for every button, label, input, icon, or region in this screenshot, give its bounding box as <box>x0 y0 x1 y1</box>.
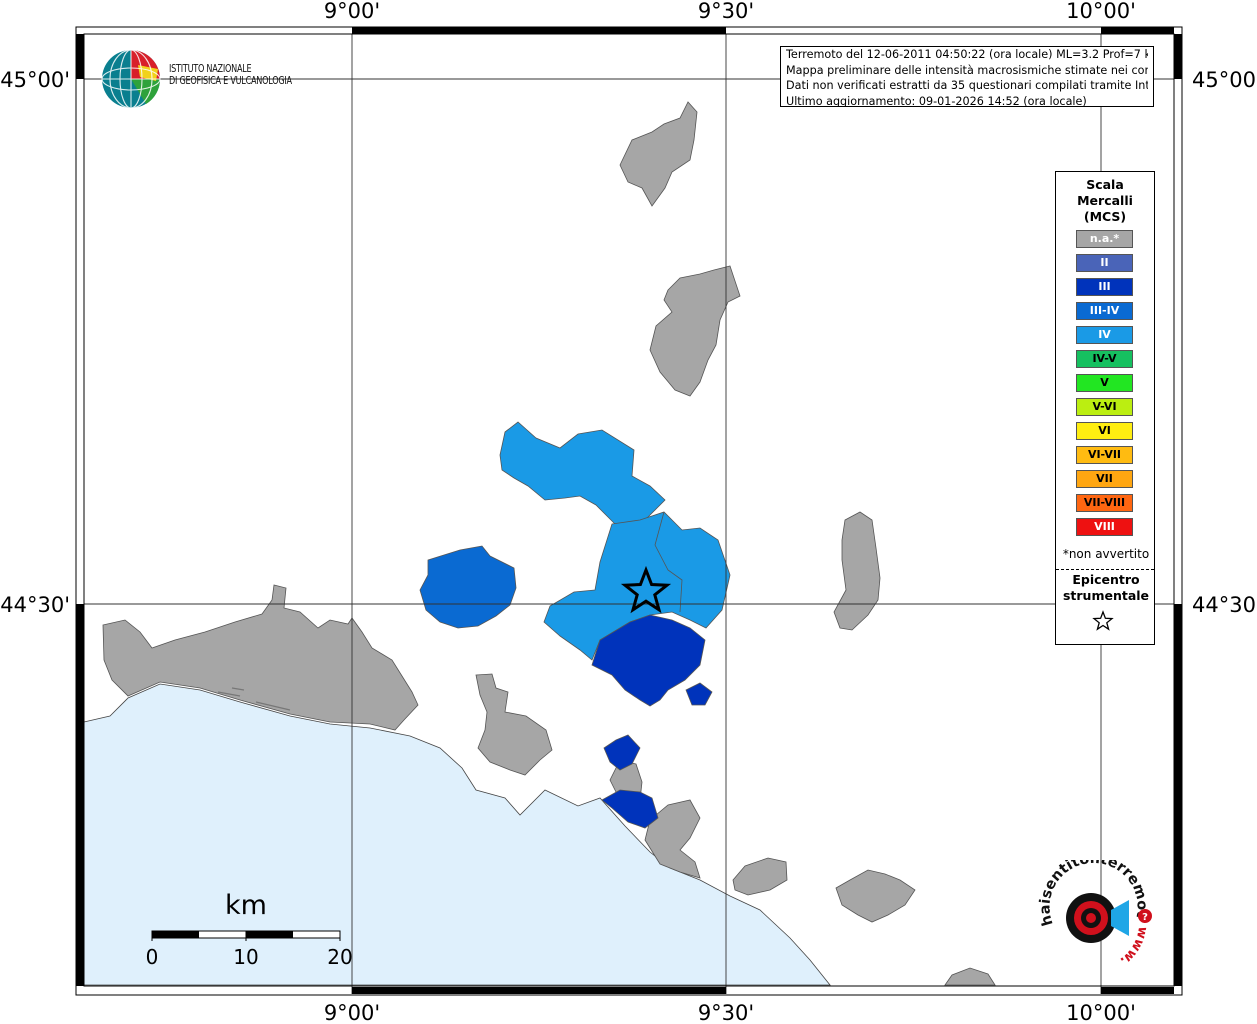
comune-iii-small <box>685 682 713 706</box>
legend-epicenter-line: Epicentro <box>1072 572 1140 587</box>
comune-na-3 <box>644 799 701 879</box>
scale-unit: km <box>225 890 267 921</box>
lon-label-bottom-1: 9°00' <box>324 1001 380 1024</box>
logo-line-1: ISTITUTO NAZIONALE <box>169 63 252 75</box>
legend-epicenter-label: Epicentro strumentale <box>1056 572 1156 604</box>
legend-item: n.a.* <box>1076 230 1133 248</box>
lon-label-bottom-2: 9°30' <box>698 1001 754 1024</box>
scale-bar-graphic: km 0 10 20 <box>146 890 353 969</box>
comune-iv-north <box>499 421 666 525</box>
sea <box>83 683 831 986</box>
comune-na-north-2 <box>649 265 741 397</box>
comune-iii-coast-2 <box>601 789 659 829</box>
legend-item: VI-VII <box>1076 446 1133 464</box>
lon-label-top-3: 10°00' <box>1066 0 1136 23</box>
svg-text:?: ? <box>1142 912 1148 923</box>
legend-note: *non avvertito <box>1062 547 1150 561</box>
logo-line-2: DI GEOFISICA E VULCANOLOGIA <box>169 75 292 87</box>
comune-na-north-1 <box>619 101 698 207</box>
comune-iii-main <box>591 614 706 707</box>
comune-na-4 <box>732 857 788 896</box>
legend-title-line: Scala <box>1086 177 1124 192</box>
haisentito-graphic: haisentitoilterremoto.it www. ? <box>1030 848 1152 968</box>
comune-na-coast <box>102 584 419 731</box>
legend-item: III <box>1076 278 1133 296</box>
scale-label-10: 10 <box>233 945 258 969</box>
info-line-updated: Ultimo aggiornamento: 09-01-2026 14:52 (… <box>786 94 1087 107</box>
lon-label-bottom-3: 10°00' <box>1066 1001 1136 1024</box>
lat-label-right-1: 45°00' <box>1192 68 1257 92</box>
comune-iv-border <box>654 511 683 613</box>
legend-title: Scala Mercalli (MCS) <box>1056 177 1154 225</box>
legend-item: III-IV <box>1076 302 1133 320</box>
ingv-logo-text: ISTITUTO NAZIONALE DI GEOFISICA E VULCAN… <box>169 63 292 87</box>
haisentito-logo: haisentitoilterremoto.it www. ? <box>1030 848 1165 975</box>
event-info-box: Terremoto del 12-06-2011 04:50:22 (ora l… <box>780 46 1154 107</box>
lon-label-top-2: 9°30' <box>698 0 754 23</box>
ingv-logo: ISTITUTO NAZIONALE DI GEOFISICA E VULCAN… <box>100 47 320 111</box>
legend-item: IV-V <box>1076 350 1133 368</box>
legend-item: VIII <box>1076 518 1133 536</box>
map-frame <box>75 26 1183 996</box>
legend-item: VII <box>1076 470 1133 488</box>
comune-iii-coast-1 <box>603 734 641 771</box>
legend-divider <box>1056 569 1154 570</box>
legend-title-line: (MCS) <box>1083 209 1127 224</box>
scale-label-0: 0 <box>146 945 159 969</box>
legend-epicenter-line: strumentale <box>1062 588 1150 603</box>
graticule <box>84 34 1174 994</box>
port-jetty <box>217 687 291 711</box>
scale-bar: km 0 10 20 <box>140 885 370 975</box>
lon-label-top-1: 9°00' <box>324 0 380 23</box>
info-line-data: Dati non verificati estratti da 35 quest… <box>786 79 1148 92</box>
legend-item: V <box>1076 374 1133 392</box>
legend-title-line: Mercalli <box>1077 193 1133 208</box>
epicenter-star-icon <box>620 565 672 614</box>
ingv-globe-icon <box>101 49 161 109</box>
comune-na-east <box>833 511 881 631</box>
comune-iii-iv <box>419 545 517 629</box>
legend-item: VII-VIII <box>1076 494 1133 512</box>
legend-item: V-VI <box>1076 398 1133 416</box>
legend-star-icon <box>1092 610 1114 631</box>
comune-na-5 <box>835 869 916 923</box>
lat-label-left-1: 45°00' <box>0 68 70 92</box>
legend-item: VI <box>1076 422 1133 440</box>
legend-item: II <box>1076 254 1133 272</box>
lat-label-left-2: 44°30' <box>0 593 70 617</box>
lat-label-right-2: 44°30' <box>1192 593 1257 617</box>
comune-na-6 <box>944 967 996 986</box>
info-line-event: Terremoto del 12-06-2011 04:50:22 (ora l… <box>786 48 1148 61</box>
scale-label-20: 20 <box>327 945 352 969</box>
mcs-legend: Scala Mercalli (MCS) n.a.* II III III-IV IV I… <box>1055 171 1155 645</box>
info-line-map: Mappa preliminare delle intensità macros… <box>786 63 1148 77</box>
legend-item: IV <box>1076 326 1133 344</box>
comune-na-1 <box>475 673 553 776</box>
